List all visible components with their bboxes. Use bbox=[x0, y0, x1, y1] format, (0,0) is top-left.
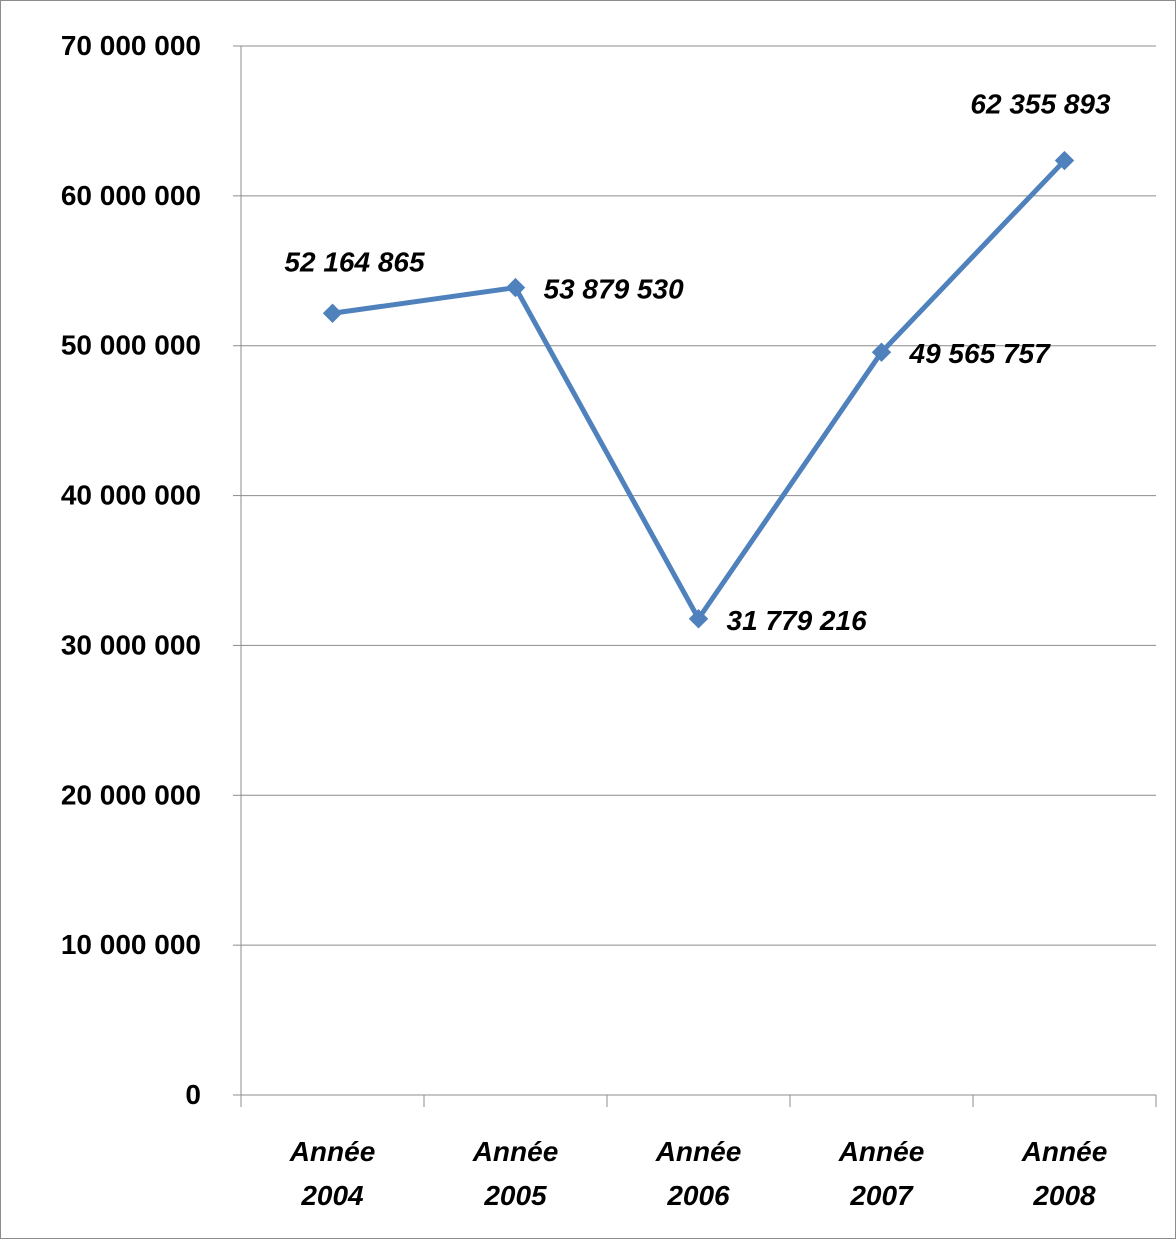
y-tick-label: 10 000 000 bbox=[61, 929, 201, 960]
data-label: 62 355 893 bbox=[970, 89, 1111, 120]
data-label: 52 164 865 bbox=[284, 246, 425, 277]
x-tick-label: Année bbox=[838, 1136, 925, 1167]
data-point-marker bbox=[871, 342, 892, 362]
y-tick-label: 40 000 000 bbox=[61, 480, 201, 511]
x-tick-label: Année bbox=[289, 1136, 376, 1167]
axes bbox=[233, 45, 1157, 1107]
data-label: 31 779 216 bbox=[727, 605, 868, 636]
y-tick-label: 50 000 000 bbox=[61, 330, 201, 361]
x-tick-label: 2004 bbox=[300, 1180, 364, 1211]
x-tick-label: 2007 bbox=[849, 1180, 914, 1211]
data-point-marker bbox=[505, 277, 526, 298]
x-axis-tick-labels: Année 2004 Année 2005 Année 2006 Année 2007 Anné… bbox=[289, 1136, 1108, 1211]
x-tick-label: Année bbox=[472, 1136, 559, 1167]
x-tick-label: Année bbox=[655, 1136, 742, 1167]
y-tick-label: 30 000 000 bbox=[61, 629, 201, 660]
y-tick-label: 70 000 000 bbox=[61, 30, 201, 61]
series-line bbox=[332, 158, 1067, 622]
series-revenue bbox=[322, 150, 1075, 629]
data-label: 53 879 530 bbox=[544, 274, 685, 305]
x-tick-label: 2008 bbox=[1032, 1180, 1096, 1211]
x-tick-label: Année bbox=[1021, 1136, 1108, 1167]
x-tick-label: 2005 bbox=[483, 1180, 547, 1211]
y-tick-label: 20 000 000 bbox=[61, 779, 201, 810]
data-point-marker bbox=[322, 303, 343, 323]
gridlines bbox=[241, 45, 1156, 946]
y-tick-label: 0 bbox=[185, 1079, 201, 1110]
x-tick-label: 2006 bbox=[666, 1180, 730, 1211]
data-labels: 52 164 865 53 879 530 31 779 216 49 565 757… bbox=[284, 89, 1111, 636]
y-axis-tick-labels: 0 10 000 000 20 000 000 30 000 000 40 000 00… bbox=[61, 30, 201, 1110]
data-point-marker bbox=[1054, 150, 1075, 171]
data-label: 49 565 757 bbox=[909, 338, 1052, 369]
data-point-marker bbox=[688, 609, 709, 629]
y-tick-label: 60 000 000 bbox=[61, 180, 201, 211]
